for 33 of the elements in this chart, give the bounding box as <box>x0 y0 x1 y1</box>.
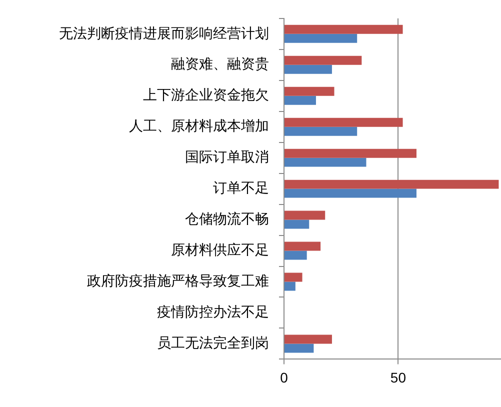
bar <box>284 334 332 344</box>
y-tick-label: 融资难、融资贵 <box>171 56 269 72</box>
y-tick-label: 无法判断疫情进展而影响经营计划 <box>59 24 269 41</box>
bar <box>284 86 334 96</box>
bar <box>284 126 358 136</box>
bar <box>284 344 314 353</box>
y-tick-label: 政府防疫措施严格导致复工难 <box>87 272 269 289</box>
bar <box>284 210 326 220</box>
bar <box>284 220 310 229</box>
bar <box>284 158 366 167</box>
bar <box>284 242 321 251</box>
y-tick-label: 上下游企业资金拖欠 <box>143 86 269 103</box>
y-tick-label: 员工无法完全到岗 <box>157 334 269 351</box>
bar <box>284 118 403 127</box>
bar <box>284 148 416 158</box>
x-tick-label: 0 <box>280 369 288 386</box>
bar <box>284 188 416 198</box>
y-tick-label: 国际订单取消 <box>185 148 269 165</box>
y-tick-label: 人工、原材料成本增加 <box>129 118 269 134</box>
bar <box>284 282 296 291</box>
bar <box>284 24 403 34</box>
y-tick-label: 疫情防控办法不足 <box>157 304 269 320</box>
x-tick-label: 50 <box>390 369 406 386</box>
y-tick-label: 订单不足 <box>213 180 269 196</box>
bar <box>284 180 499 189</box>
bar <box>284 56 362 65</box>
bar <box>284 34 358 43</box>
bar <box>284 96 316 105</box>
bar <box>284 250 307 260</box>
y-tick-label: 原材料供应不足 <box>171 242 269 258</box>
y-tick-label: 仓储物流不畅 <box>185 210 269 227</box>
bar <box>284 272 302 282</box>
bar <box>284 64 332 74</box>
